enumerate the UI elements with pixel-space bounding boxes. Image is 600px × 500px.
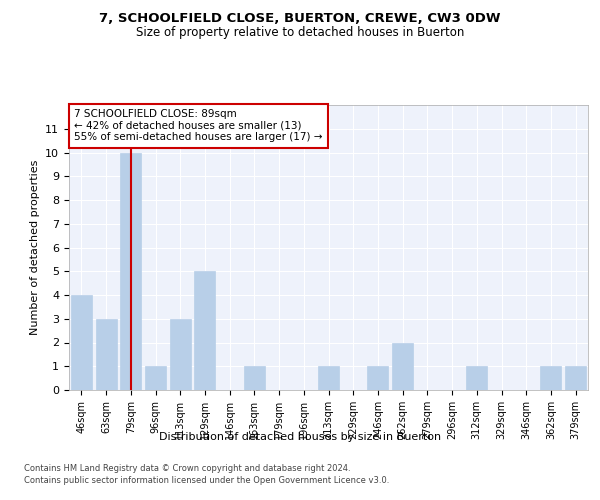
Bar [194,271,215,390]
Bar [392,342,413,390]
Bar [244,366,265,390]
Bar [318,366,339,390]
Bar [367,366,388,390]
Text: 7, SCHOOLFIELD CLOSE, BUERTON, CREWE, CW3 0DW: 7, SCHOOLFIELD CLOSE, BUERTON, CREWE, CW… [99,12,501,26]
Bar [170,319,191,390]
Y-axis label: Number of detached properties: Number of detached properties [30,160,40,335]
Bar [145,366,166,390]
Text: Distribution of detached houses by size in Buerton: Distribution of detached houses by size … [159,432,441,442]
Bar [95,319,116,390]
Text: Size of property relative to detached houses in Buerton: Size of property relative to detached ho… [136,26,464,39]
Text: 7 SCHOOLFIELD CLOSE: 89sqm
← 42% of detached houses are smaller (13)
55% of semi: 7 SCHOOLFIELD CLOSE: 89sqm ← 42% of deta… [74,110,323,142]
Bar [120,152,141,390]
Bar [466,366,487,390]
Text: Contains HM Land Registry data © Crown copyright and database right 2024.: Contains HM Land Registry data © Crown c… [24,464,350,473]
Text: Contains public sector information licensed under the Open Government Licence v3: Contains public sector information licen… [24,476,389,485]
Bar [541,366,562,390]
Bar [565,366,586,390]
Bar [71,295,92,390]
